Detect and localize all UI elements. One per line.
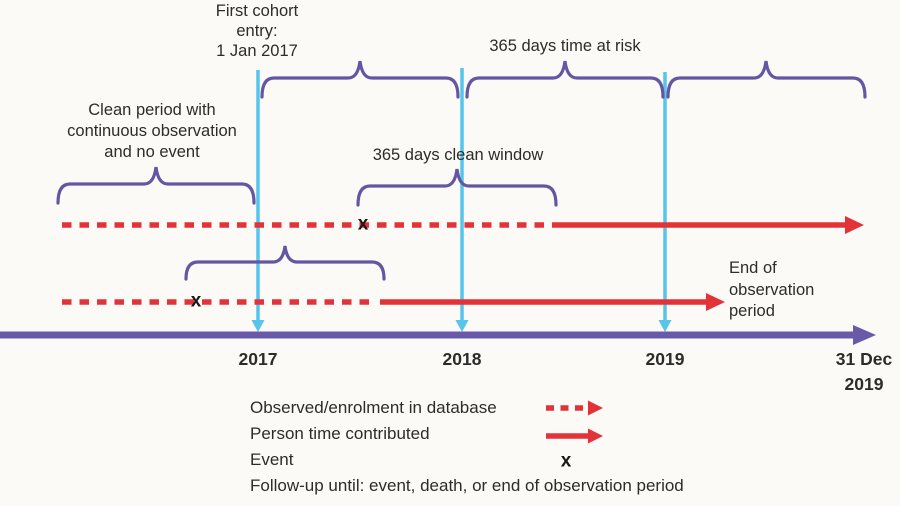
cohort-entry-arrow-2018 xyxy=(455,68,469,332)
brace-clean-window xyxy=(356,168,558,207)
end-of-observation-label: End of observation period xyxy=(729,259,815,320)
legend-label-event: Event xyxy=(250,450,294,469)
legend-event-symbol: x xyxy=(560,450,572,472)
cohort-entry-arrow-2017 xyxy=(251,70,265,332)
brace-time-at-risk-2 xyxy=(465,60,665,99)
axis-tick-2017: 2017 xyxy=(238,349,278,369)
event-marker-person-1: x xyxy=(357,213,369,235)
cohort-entry-arrow-2019 xyxy=(658,72,672,332)
legend-dashed-arrow-symbol xyxy=(546,400,603,416)
axis-end-label-31-dec-2019: 31 Dec 2019 xyxy=(835,349,893,394)
calendar-time-axis-arrow xyxy=(0,325,876,345)
legend-label-observed: Observed/enrolment in database xyxy=(250,398,497,417)
brace-clean-window-person-2 xyxy=(184,245,386,281)
legend-solid-arrow-symbol xyxy=(546,428,603,444)
legend-label-followup: Follow-up until: event, death, or end of… xyxy=(250,476,684,495)
brace-time-at-risk-3 xyxy=(666,60,867,99)
axis-tick-2019: 2019 xyxy=(645,349,685,369)
brace-clean-period xyxy=(56,166,256,205)
person-2-person-time-arrow xyxy=(380,293,725,311)
clean-window-label: 365 days clean window xyxy=(372,146,544,164)
brace-time-at-risk-1 xyxy=(260,60,460,99)
axis-tick-2018: 2018 xyxy=(442,349,482,369)
time-at-risk-label: 365 days time at risk xyxy=(489,37,641,55)
clean-period-label: Clean period with continuous observation… xyxy=(67,101,237,161)
event-marker-person-2: x xyxy=(190,290,202,312)
legend-label-person-time: Person time contributed xyxy=(250,424,430,443)
first-cohort-entry-label: First cohort entry: 1 Jan 2017 xyxy=(215,2,299,60)
person-1-person-time-arrow xyxy=(552,216,864,234)
